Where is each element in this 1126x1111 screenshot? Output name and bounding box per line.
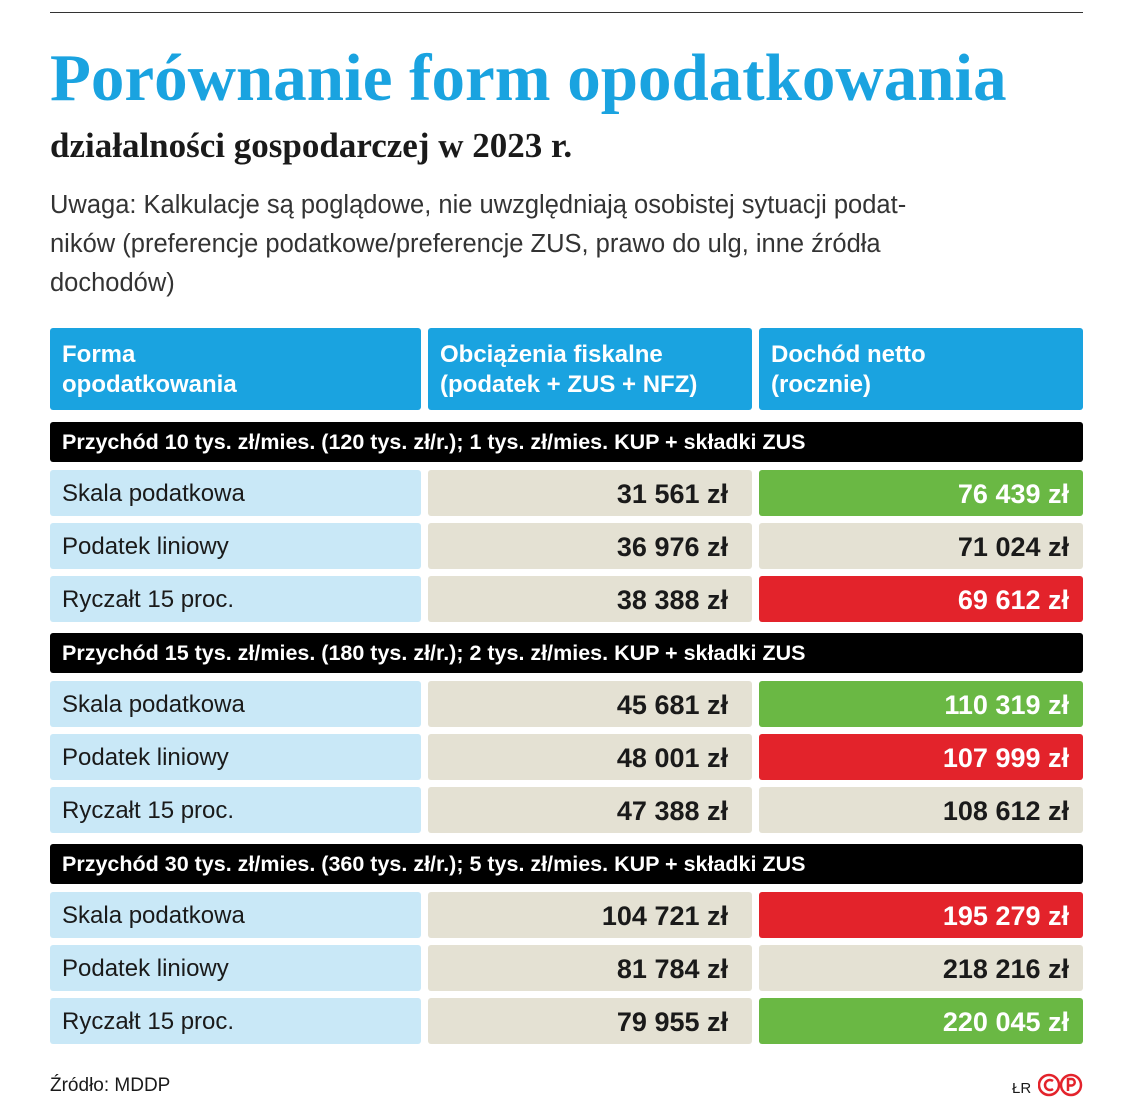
note-line: dochodów) [50,269,175,297]
column-header-line: Forma [62,341,136,368]
fiscal-value: 79 955 zł [428,998,752,1044]
note-line: ników (preferencje podatkowe/preferencje… [50,230,881,258]
subtitle: działalności gospodarczej w 2023 r. [50,126,573,165]
column-header: Dochód netto (rocznie) [759,328,1083,410]
fiscal-value: 81 784 zł [428,945,752,991]
net-value: 108 612 zł [759,787,1083,833]
column-header-line: Dochód netto [771,341,926,368]
column-header-line: (rocznie) [771,371,872,398]
net-value: 107 999 zł [759,734,1083,780]
section-heading: Przychód 15 tys. zł/mies. (180 tys. zł/r… [50,633,1083,673]
column-header: Obciążenia fiskalne (podatek + ZUS + NFZ) [428,328,752,410]
fiscal-value: 47 388 zł [428,787,752,833]
row-label: Podatek liniowy [50,523,421,569]
author: ŁR [1012,1080,1032,1097]
row-label: Ryczałt 15 proc. [50,998,421,1044]
top-rule [50,12,1083,13]
fiscal-value: 31 561 zł [428,470,752,516]
net-value: 69 612 zł [759,576,1083,622]
note-line: Uwaga: Kalkulacje są poglądowe, nie uwzg… [50,191,907,219]
row-label: Podatek liniowy [50,945,421,991]
column-header-line: opodatkowania [62,371,237,398]
source: Źródło: MDDP [50,1075,171,1096]
section-heading: Przychód 30 tys. zł/mies. (360 tys. zł/r… [50,844,1083,884]
fiscal-value: 48 001 zł [428,734,752,780]
fiscal-value: 104 721 zł [428,892,752,938]
net-value: 110 319 zł [759,681,1083,727]
net-value: 220 045 zł [759,998,1083,1044]
fiscal-value: 38 388 zł [428,576,752,622]
column-header: Forma opodatkowania [50,328,421,410]
row-label: Skala podatkowa [50,681,421,727]
column-header-line: (podatek + ZUS + NFZ) [440,371,698,398]
net-value: 71 024 zł [759,523,1083,569]
net-value: 218 216 zł [759,945,1083,991]
column-header-line: Obciążenia fiskalne [440,341,663,368]
title: Porównanie form opodatkowania [50,41,1007,115]
row-label: Ryczałt 15 proc. [50,787,421,833]
logo [1038,1073,1083,1097]
net-value: 195 279 zł [759,892,1083,938]
row-label: Podatek liniowy [50,734,421,780]
row-label: Skala podatkowa [50,470,421,516]
fiscal-value: 36 976 zł [428,523,752,569]
row-label: Skala podatkowa [50,892,421,938]
section-heading: Przychód 10 tys. zł/mies. (120 tys. zł/r… [50,422,1083,462]
net-value: 76 439 zł [759,470,1083,516]
fiscal-value: 45 681 zł [428,681,752,727]
row-label: Ryczałt 15 proc. [50,576,421,622]
